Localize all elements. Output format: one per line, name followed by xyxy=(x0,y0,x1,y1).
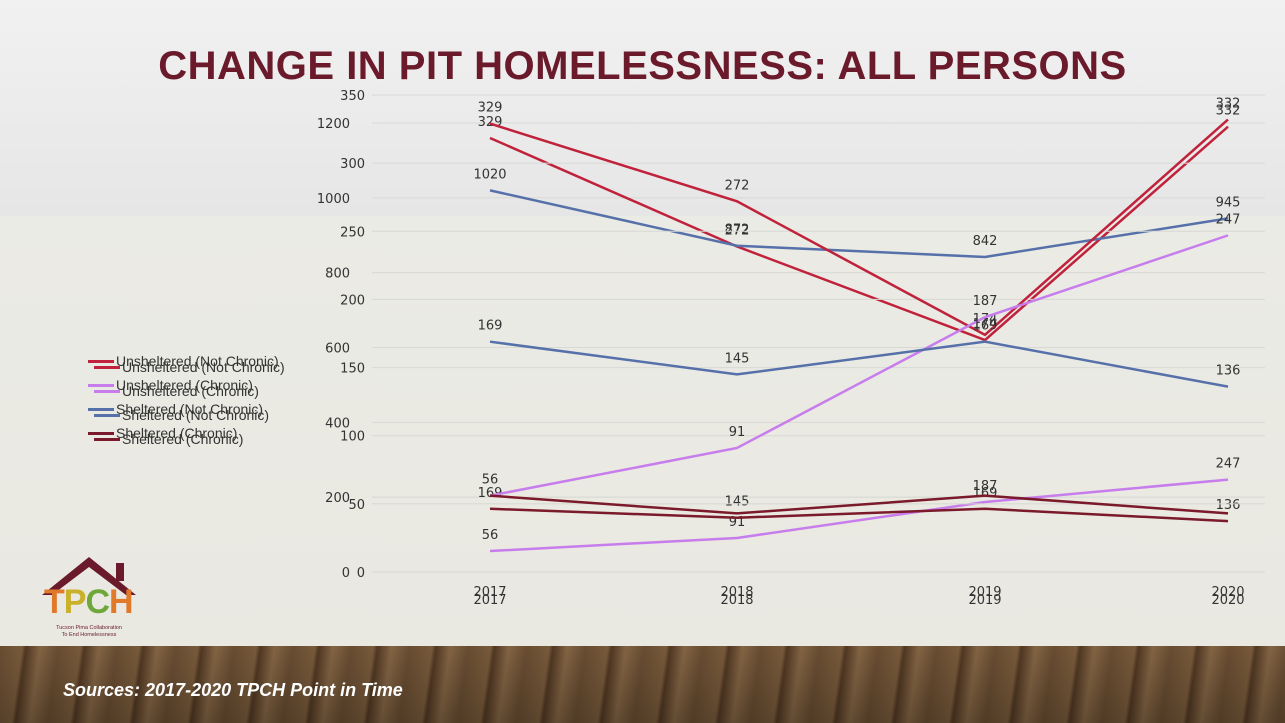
wood-floor-shade xyxy=(0,646,1285,723)
legend-label: Sheltered (Not Chronic) xyxy=(116,401,264,417)
legend-swatch xyxy=(88,432,114,435)
data-label: 169 xyxy=(973,486,998,501)
data-label: 187 xyxy=(973,294,998,309)
legend-label: Sheltered (Not Chronic) xyxy=(122,407,270,423)
y-tick-label: 1000 xyxy=(317,192,350,207)
legend-swatch xyxy=(88,408,114,411)
y-tick-label: 50 xyxy=(348,498,365,513)
legend-swatch xyxy=(94,438,120,441)
logo-letter-c: C xyxy=(85,583,110,621)
legend-label: Unsheltered (Chronic) xyxy=(116,377,253,393)
series-line xyxy=(489,189,1229,259)
wood-floor-band xyxy=(0,646,1285,723)
data-label: 169 xyxy=(478,319,503,334)
data-label: 91 xyxy=(729,425,746,440)
data-label: 136 xyxy=(1216,364,1241,379)
y-tick-label: 350 xyxy=(340,89,365,104)
logo-letter-t: T xyxy=(44,583,65,621)
x-tick-label: 2018 xyxy=(720,585,753,600)
x-tick-label: 2017 xyxy=(473,593,506,608)
series-line xyxy=(489,340,1229,388)
series-line xyxy=(489,118,1229,337)
x-tick-label: 2020 xyxy=(1211,593,1244,608)
logo-letter-h: H xyxy=(109,583,134,621)
x-tick-label: 2019 xyxy=(968,593,1001,608)
legend-label: Unsheltered (Not Chronic) xyxy=(122,359,285,375)
legend-swatch xyxy=(94,390,120,393)
y-tick-label: 200 xyxy=(325,491,350,506)
slide-title: CHANGE IN PIT HOMELESSNESS: ALL PERSONS xyxy=(158,44,1127,88)
data-label: 247 xyxy=(1216,457,1241,472)
series-line xyxy=(489,478,1229,553)
logo-subtitle-line2: To End Homelessness xyxy=(61,632,117,638)
data-label: 169 xyxy=(973,319,998,334)
legend-label: Unsheltered (Chronic) xyxy=(122,383,259,399)
y-tick-label: 800 xyxy=(325,267,350,282)
data-label: 145 xyxy=(725,495,750,510)
data-label: 145 xyxy=(725,351,750,366)
legend-swatch xyxy=(94,366,120,369)
data-label: 945 xyxy=(1216,195,1241,210)
y-tick-label: 150 xyxy=(340,362,365,377)
x-tick-label: 2017 xyxy=(473,585,506,600)
y-tick-label: 250 xyxy=(340,225,365,240)
legend-swatch xyxy=(94,414,120,417)
data-label: 187 xyxy=(973,479,998,494)
data-label: 332 xyxy=(1216,104,1241,119)
legend-swatch xyxy=(88,384,114,387)
y-tick-label: 600 xyxy=(325,342,350,357)
data-label: 56 xyxy=(482,473,499,488)
logo-letters: TPCH xyxy=(44,583,134,622)
data-label: 247 xyxy=(1216,212,1241,227)
logo-subtitle: Tucson Pima Collaboration To End Homeles… xyxy=(34,625,144,639)
legend-label: Unsheltered (Not Chronic) xyxy=(116,353,279,369)
y-tick-label: 1200 xyxy=(317,117,350,132)
series-line xyxy=(489,494,1229,515)
y-tick-label: 300 xyxy=(340,157,365,172)
data-label: 329 xyxy=(478,101,503,116)
data-label: 329 xyxy=(478,115,503,130)
y-tick-label: 0 xyxy=(357,566,365,581)
series-line xyxy=(489,507,1229,523)
data-label: 272 xyxy=(725,178,750,193)
legend-label: Sheltered (Chronic) xyxy=(122,431,244,447)
x-tick-label: 2020 xyxy=(1211,585,1244,600)
tpch-logo: TPCH Tucson Pima Collaboration To End Ho… xyxy=(34,553,144,643)
sources-note: Sources: 2017-2020 TPCH Point in Time xyxy=(63,680,403,700)
y-tick-label: 200 xyxy=(340,293,365,308)
slide-background-top xyxy=(0,0,1285,216)
data-label: 136 xyxy=(1216,498,1241,513)
data-label: 332 xyxy=(1216,97,1241,112)
y-tick-label: 0 xyxy=(342,566,350,581)
series-line xyxy=(489,234,1229,497)
series-line xyxy=(489,125,1229,342)
logo-subtitle-line1: Tucson Pima Collaboration xyxy=(56,625,122,631)
house-roof-icon xyxy=(42,557,136,595)
x-tick-label: 2018 xyxy=(720,593,753,608)
data-label: 872 xyxy=(725,223,750,238)
data-label: 56 xyxy=(482,528,499,543)
legend-swatch xyxy=(88,360,114,363)
logo-letter-p: P xyxy=(63,583,87,621)
x-tick-label: 2019 xyxy=(968,585,1001,600)
data-label: 842 xyxy=(973,234,998,249)
data-label: 1020 xyxy=(473,167,506,182)
legend-label: Sheltered (Chronic) xyxy=(116,425,238,441)
y-tick-label: 100 xyxy=(340,430,365,445)
y-tick-label: 400 xyxy=(325,416,350,431)
